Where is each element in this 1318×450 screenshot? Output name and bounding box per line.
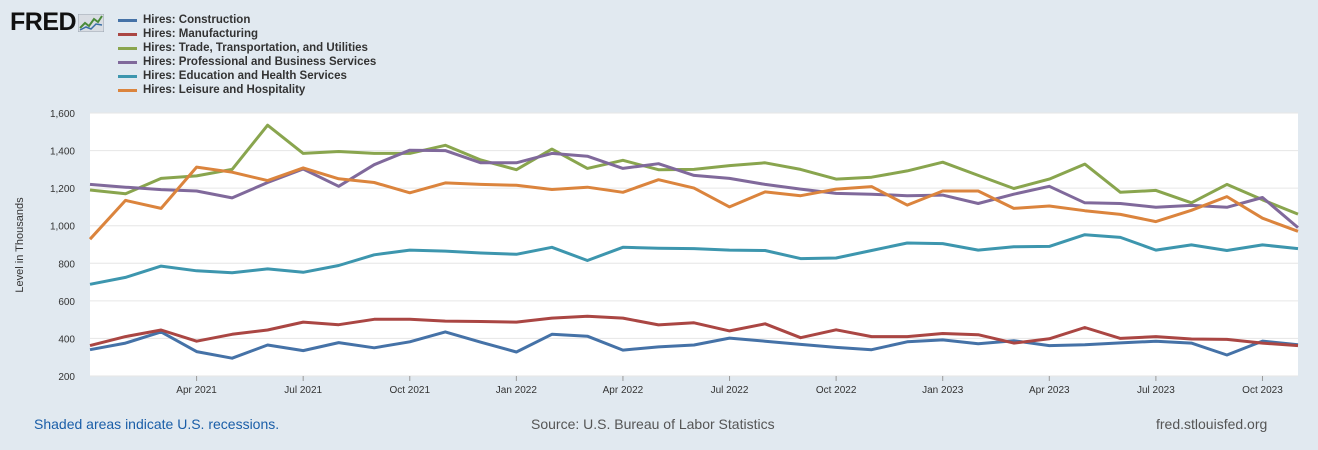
legend-item[interactable]: Hires: Leisure and Hospitality (118, 83, 376, 97)
legend-label: Hires: Trade, Transportation, and Utilit… (143, 42, 368, 54)
legend-label: Hires: Education and Health Services (143, 70, 347, 82)
chart-header: FRED Hires: Construction Hires: Manufactu… (0, 0, 1318, 108)
series-line-trade[interactable] (89, 123, 1299, 216)
series-line-manufacturing[interactable] (89, 314, 1299, 348)
legend-item[interactable]: Hires: Trade, Transportation, and Utilit… (118, 41, 376, 55)
site-link[interactable]: fred.stlouisfed.org (1156, 416, 1268, 432)
legend-label: Hires: Professional and Business Service… (143, 56, 377, 68)
fred-logo[interactable]: FRED (10, 8, 105, 37)
fred-logo-text: FRED (10, 8, 77, 36)
y-tick-label: 600 (58, 297, 75, 308)
legend-label: Hires: Leisure and Hospitality (143, 84, 306, 96)
x-tick-label: Apr 2021 (176, 385, 217, 396)
series-line-education[interactable] (89, 233, 1299, 286)
legend-swatch (118, 32, 137, 36)
x-tick-label: Jul 2022 (711, 385, 749, 396)
x-axis-ticks: Apr 2021 Jul 2021 Oct 2021 Jan 2022 Apr 2022… (176, 376, 1283, 396)
x-tick-label: Oct 2022 (816, 385, 857, 396)
y-tick-label: 400 (58, 334, 75, 345)
y-axis-ticks: 200 400 600 800 1,000 1,200 1,400 1,600 (50, 109, 75, 383)
x-tick-label: Oct 2023 (1242, 385, 1283, 396)
legend-item[interactable]: Hires: Professional and Business Service… (118, 55, 376, 69)
y-tick-label: 200 (58, 372, 75, 383)
legend-label: Hires: Manufacturing (143, 28, 259, 40)
y-tick-label: 1,600 (50, 109, 75, 120)
legend-item[interactable]: Hires: Construction (118, 13, 376, 27)
x-tick-label: Jul 2021 (284, 385, 322, 396)
recession-note: Shaded areas indicate U.S. recessions. (34, 416, 280, 432)
legend-swatch (118, 46, 137, 50)
y-axis-label: Level in Thousands (14, 197, 26, 293)
y-tick-label: 1,200 (50, 184, 75, 195)
x-tick-label: Oct 2021 (389, 385, 430, 396)
series-lines (88, 123, 1299, 360)
x-tick-label: Apr 2023 (1029, 385, 1070, 396)
series-line-leisure[interactable] (88, 165, 1299, 241)
legend: Hires: Construction Hires: Manufacturing H… (118, 13, 376, 97)
legend-swatch (118, 60, 137, 64)
y-tick-label: 1,400 (50, 147, 75, 158)
legend-swatch (118, 88, 137, 92)
legend-item[interactable]: Hires: Education and Health Services (118, 69, 376, 83)
x-tick-label: Jan 2023 (922, 385, 964, 396)
x-tick-label: Jul 2023 (1137, 385, 1175, 396)
chart: 200 400 600 800 1,000 1,200 1,400 1,600 Apr 202… (14, 109, 1299, 396)
x-tick-label: Apr 2022 (603, 385, 644, 396)
grid-lines (90, 112, 1298, 377)
y-tick-label: 1,000 (50, 222, 75, 233)
x-tick-label: Jan 2022 (496, 385, 538, 396)
y-tick-label: 800 (58, 259, 75, 270)
legend-item[interactable]: Hires: Manufacturing (118, 27, 376, 41)
legend-swatch (118, 18, 137, 22)
series-line-construction[interactable] (89, 330, 1299, 360)
source-text: Source: U.S. Bureau of Labor Statistics (531, 416, 775, 432)
legend-label: Hires: Construction (143, 14, 251, 26)
legend-swatch (118, 74, 137, 78)
fred-chart-icon (78, 13, 105, 32)
